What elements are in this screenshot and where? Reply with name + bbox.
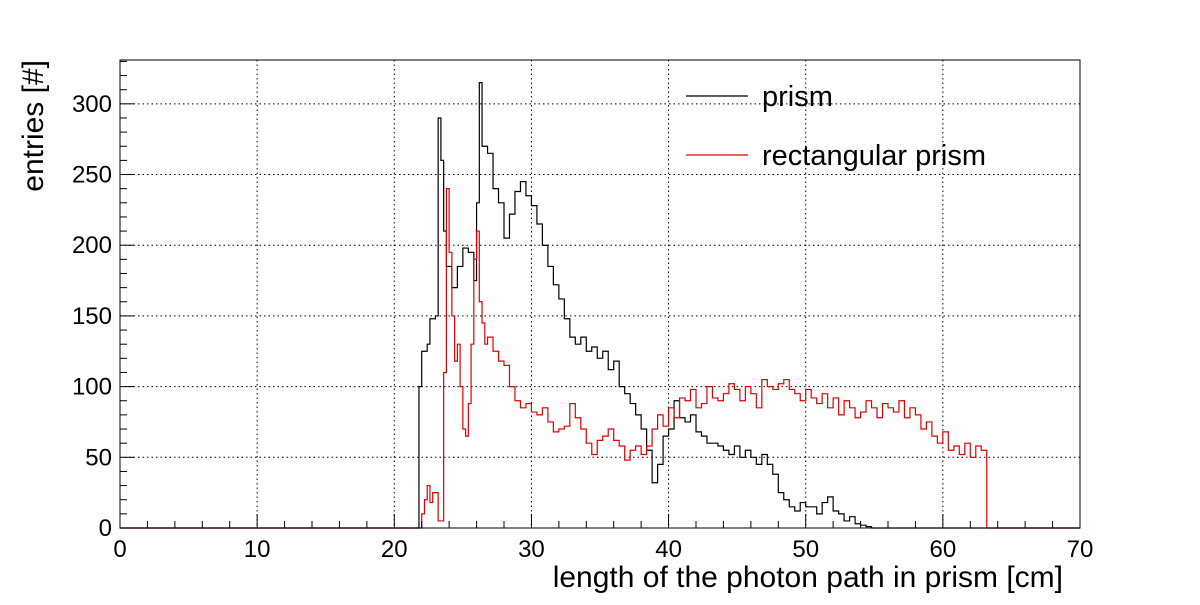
x-tick-label: 30 <box>518 536 545 563</box>
y-tick-label: 150 <box>72 303 112 330</box>
prism-series-line <box>120 82 1080 529</box>
plot-frame <box>119 59 1081 529</box>
y-tick-label: 0 <box>99 515 112 542</box>
x-axis-title: length of the photon path in prism [cm] <box>553 561 1063 594</box>
axes: 0 10 20 30 40 50 60 70 0 50 100 150 200 250 300 <box>72 60 1094 563</box>
series-layer <box>120 82 1080 529</box>
x-tick-label: 70 <box>1067 536 1094 563</box>
y-tick-label: 50 <box>85 444 112 471</box>
y-tick-label: 250 <box>72 162 112 189</box>
x-tick-label: 0 <box>113 536 126 563</box>
y-tick-label: 100 <box>72 374 112 401</box>
x-tick-label: 50 <box>792 536 819 563</box>
y-tick-label: 200 <box>72 232 112 259</box>
legend-prism-label: prism <box>762 81 833 113</box>
legend-rectangular-prism-label: rectangular prism <box>762 140 986 172</box>
x-tick-label: 10 <box>244 536 271 563</box>
y-tick-label: 300 <box>72 91 112 118</box>
x-tick-label: 20 <box>381 536 408 563</box>
x-tick-label: 60 <box>930 536 957 563</box>
rectangular-prism-series-line <box>120 188 1080 529</box>
legend: prism rectangular prism <box>686 81 986 172</box>
y-axis-title: entries [#] <box>17 60 50 192</box>
x-tick-label: 40 <box>655 536 682 563</box>
grid <box>120 60 1080 528</box>
